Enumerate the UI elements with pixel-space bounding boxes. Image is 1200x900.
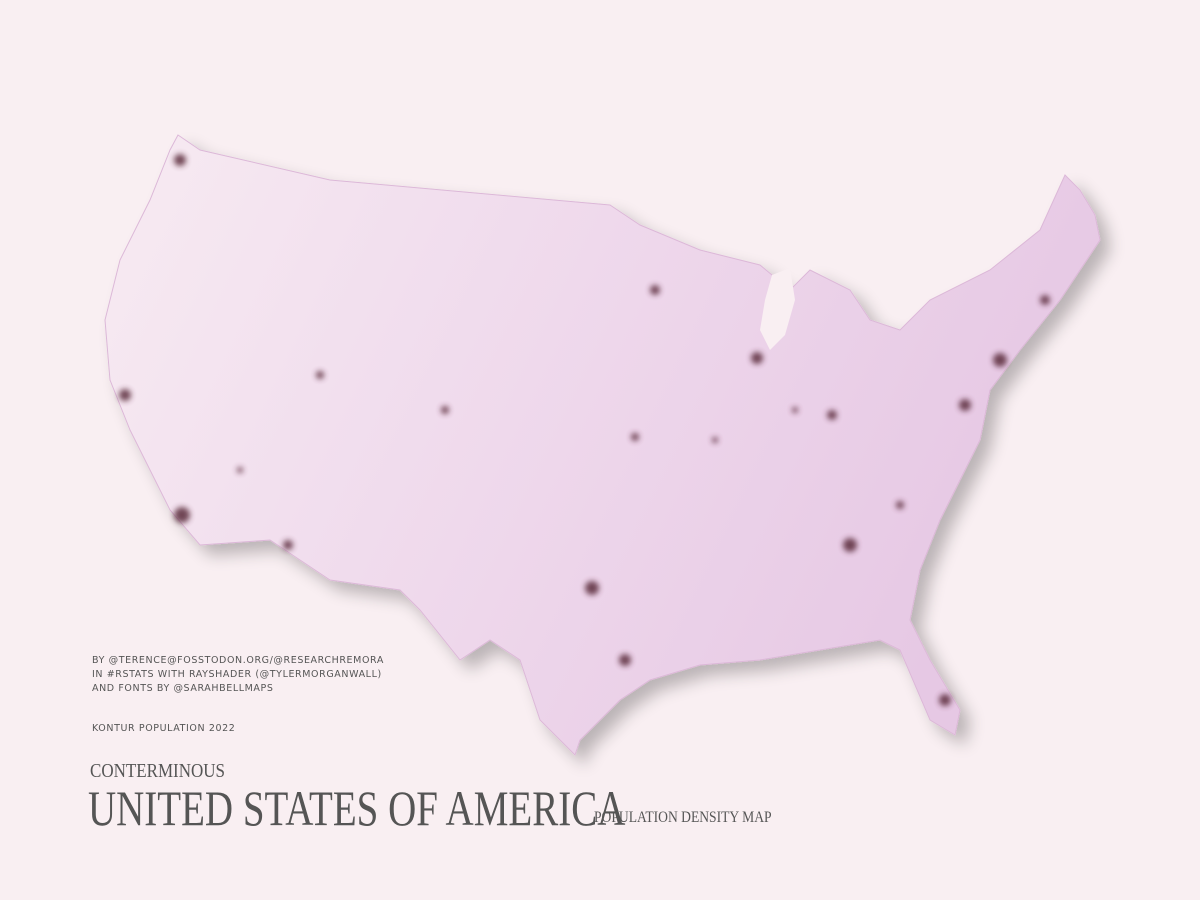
credit-line: AND FONTS BY @SARAHBELLMAPS	[92, 683, 274, 694]
credit-line: IN #RSTATS WITH RAYSHADER (@TYLERMORGANW…	[92, 669, 382, 680]
title-subtitle: POPULATION DENSITY MAP	[594, 809, 772, 826]
city-hotspots	[119, 154, 1050, 706]
title-block: CONTERMINOUS UNITED STATES OF AMERICA PO…	[88, 760, 772, 836]
us-landmass	[104, 134, 1101, 756]
title-main: UNITED STATES OF AMERICA	[88, 780, 626, 836]
credit-line: BY @TERENCE@FOSSTODON.ORG/@RESEARCHREMOR…	[92, 655, 384, 666]
lake-michigan	[760, 268, 795, 350]
data-source: KONTUR POPULATION 2022	[92, 723, 235, 734]
credits: BY @TERENCE@FOSSTODON.ORG/@RESEARCHREMOR…	[92, 655, 384, 734]
title-kicker: CONTERMINOUS	[90, 760, 225, 783]
